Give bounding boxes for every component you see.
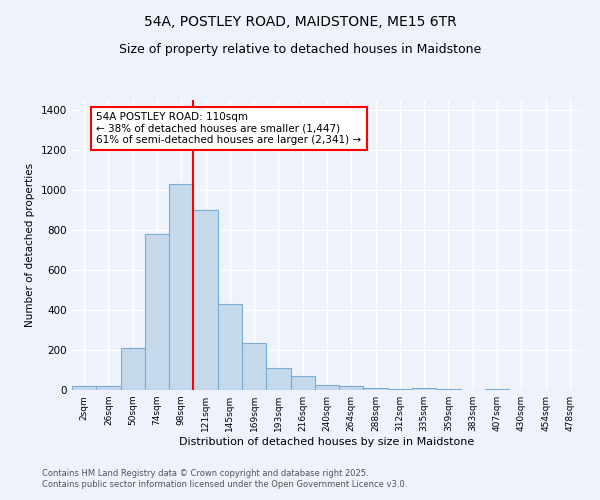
Bar <box>121 348 145 390</box>
Text: Size of property relative to detached houses in Maidstone: Size of property relative to detached ho… <box>119 42 481 56</box>
Bar <box>266 368 290 390</box>
Bar <box>412 388 436 390</box>
Bar <box>169 184 193 390</box>
Bar <box>242 343 266 390</box>
Bar <box>96 386 121 390</box>
Text: 54A, POSTLEY ROAD, MAIDSTONE, ME15 6TR: 54A, POSTLEY ROAD, MAIDSTONE, ME15 6TR <box>143 15 457 29</box>
Text: 54A POSTLEY ROAD: 110sqm
← 38% of detached houses are smaller (1,447)
61% of sem: 54A POSTLEY ROAD: 110sqm ← 38% of detach… <box>96 112 361 145</box>
Y-axis label: Number of detached properties: Number of detached properties <box>25 163 35 327</box>
Bar <box>72 386 96 390</box>
Bar <box>290 376 315 390</box>
Bar <box>485 389 509 390</box>
Text: Contains HM Land Registry data © Crown copyright and database right 2025.: Contains HM Land Registry data © Crown c… <box>42 468 368 477</box>
X-axis label: Distribution of detached houses by size in Maidstone: Distribution of detached houses by size … <box>179 437 475 447</box>
Bar <box>193 210 218 390</box>
Text: Contains public sector information licensed under the Open Government Licence v3: Contains public sector information licen… <box>42 480 407 489</box>
Bar <box>436 389 461 390</box>
Bar <box>339 386 364 390</box>
Bar <box>388 389 412 390</box>
Bar <box>145 234 169 390</box>
Bar <box>364 388 388 390</box>
Bar <box>315 385 339 390</box>
Bar <box>218 304 242 390</box>
